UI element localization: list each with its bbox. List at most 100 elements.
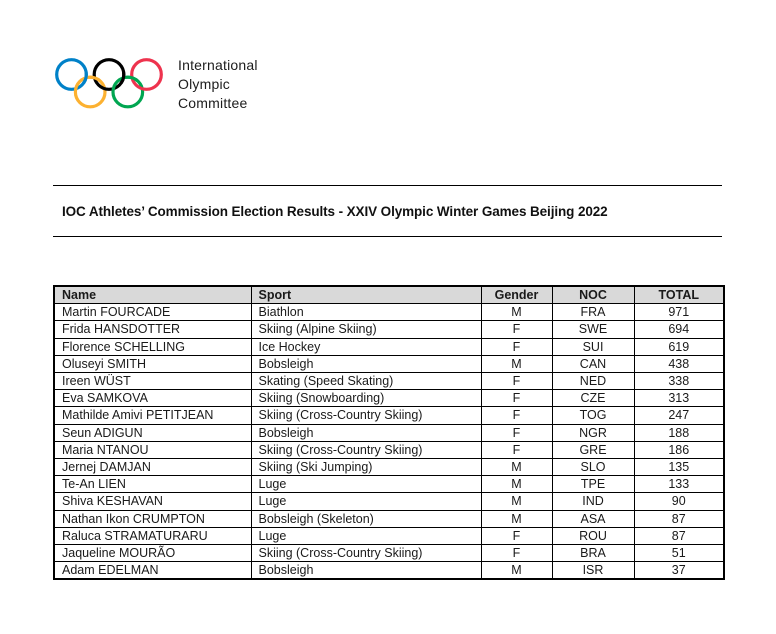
cell-total: 694	[633, 320, 725, 339]
cell-total: 37	[633, 561, 725, 580]
ring-yellow	[73, 75, 107, 109]
ring-blue-overlap	[82, 71, 88, 85]
cell-total: 247	[633, 406, 725, 425]
results-table: Name Sport Gender NOC TOTAL Martin FOURC…	[53, 285, 725, 581]
cell-noc: NED	[551, 372, 635, 391]
cell-gender: F	[480, 372, 553, 391]
ring-green	[111, 75, 145, 109]
cell-gender: F	[480, 337, 553, 356]
cell-name: Shiva KESHAVAN	[53, 492, 252, 511]
cell-noc: BRA	[551, 544, 635, 563]
table-row: Frida HANSDOTTER Skiing (Alpine Skiing) F S…	[53, 320, 725, 339]
cell-sport: Bobsleigh	[250, 423, 482, 442]
cell-gender: F	[480, 320, 553, 339]
cell-gender: M	[480, 354, 553, 374]
logo-org-line: International	[178, 57, 258, 73]
logo-org-name: International Olympic Committee	[178, 56, 258, 113]
cell-noc: SWE	[551, 320, 635, 339]
cell-sport: Skiing (Cross-Country Skiing)	[250, 544, 482, 563]
table-row: Jernej DAMJAN Skiing (Ski Jumping) M SLO 135	[53, 458, 725, 477]
ring-yellow-overlap	[88, 75, 101, 82]
table-header-row: Name Sport Gender NOC TOTAL	[53, 285, 725, 305]
cell-sport: Ice Hockey	[250, 337, 482, 356]
cell-noc: NGR	[551, 423, 635, 442]
column-header-gender: Gender	[480, 285, 553, 305]
ioc-logo	[54, 57, 167, 118]
column-header-total: TOTAL	[633, 285, 725, 305]
cell-name: Seun ADIGUN	[53, 423, 252, 442]
cell-gender: F	[480, 440, 553, 460]
title-section: IOC Athletes’ Commission Election Result…	[53, 185, 722, 237]
ring-black-overlap	[119, 71, 126, 85]
cell-sport: Luge	[250, 492, 482, 511]
cell-gender: M	[480, 475, 553, 494]
cell-total: 133	[633, 475, 725, 494]
cell-gender: F	[480, 544, 553, 563]
cell-name: Oluseyi SMITH	[53, 354, 252, 374]
cell-noc: SLO	[551, 458, 635, 477]
cell-sport: Bobsleigh	[250, 354, 482, 374]
cell-total: 87	[633, 526, 725, 546]
cell-noc: ROU	[551, 526, 635, 546]
cell-total: 188	[633, 423, 725, 442]
cell-gender: M	[480, 561, 553, 580]
table-row: Eva SAMKOVA Skiing (Snowboarding) F CZE 313	[53, 389, 725, 408]
cell-total: 87	[633, 509, 725, 528]
cell-total: 338	[633, 372, 725, 391]
ring-blue	[55, 58, 88, 91]
cell-name: Ireen WÜST	[53, 372, 252, 391]
column-header-name: Name	[53, 285, 252, 305]
cell-name: Te-An LIEN	[53, 475, 252, 494]
cell-noc: FRA	[551, 303, 635, 322]
cell-noc: SUI	[551, 337, 635, 356]
cell-noc: ISR	[551, 561, 635, 580]
cell-noc: GRE	[551, 440, 635, 460]
cell-noc: CZE	[551, 389, 635, 408]
ring-black	[92, 58, 126, 91]
cell-name: Mathilde Amivi PETITJEAN	[53, 406, 252, 425]
table-row: Adam EDELMAN Bobsleigh M ISR 37	[53, 561, 725, 580]
cell-sport: Bobsleigh (Skeleton)	[250, 509, 482, 528]
cell-total: 971	[633, 303, 725, 322]
table-row: Nathan Ikon CRUMPTON Bobsleigh (Skeleton)…	[53, 509, 725, 528]
cell-total: 135	[633, 458, 725, 477]
cell-total: 438	[633, 354, 725, 374]
cell-gender: M	[480, 509, 553, 528]
cell-name: Jernej DAMJAN	[53, 458, 252, 477]
cell-noc: ASA	[551, 509, 635, 528]
cell-sport: Skiing (Cross-Country Skiing)	[250, 406, 482, 425]
cell-gender: F	[480, 526, 553, 546]
cell-name: Jaqueline MOURÃO	[53, 544, 252, 563]
cell-sport: Biathlon	[250, 303, 482, 322]
ring-green-overlap	[126, 75, 139, 82]
cell-total: 313	[633, 389, 725, 408]
cell-name: Nathan Ikon CRUMPTON	[53, 509, 252, 528]
cell-sport: Luge	[250, 475, 482, 494]
cell-name: Adam EDELMAN	[53, 561, 252, 580]
logo-org-line: Olympic	[178, 76, 230, 92]
table-row: Raluca STRAMATURARU Luge F ROU 87	[53, 526, 725, 546]
cell-name: Raluca STRAMATURARU	[53, 526, 252, 546]
document-title: IOC Athletes’ Commission Election Result…	[62, 203, 608, 219]
cell-sport: Skiing (Snowboarding)	[250, 389, 482, 408]
cell-gender: F	[480, 406, 553, 425]
table-row: Maria NTANOU Skiing (Cross-Country Skiing…	[53, 440, 725, 460]
cell-noc: CAN	[551, 354, 635, 374]
cell-name: Martin FOURCADE	[53, 303, 252, 322]
cell-sport: Skiing (Ski Jumping)	[250, 458, 482, 477]
table-row: Florence SCHELLING Ice Hockey F SUI 619	[53, 337, 725, 356]
cell-gender: M	[480, 492, 553, 511]
cell-name: Maria NTANOU	[53, 440, 252, 460]
cell-total: 90	[633, 492, 725, 511]
cell-noc: TPE	[551, 475, 635, 494]
cell-name: Frida HANSDOTTER	[53, 320, 252, 339]
cell-name: Eva SAMKOVA	[53, 389, 252, 408]
table-row: Martin FOURCADE Biathlon M FRA 971	[53, 303, 725, 322]
table-row: Ireen WÜST Skating (Speed Skating) F NED 338	[53, 372, 725, 391]
table-row: Mathilde Amivi PETITJEAN Skiing (Cross-Co…	[53, 406, 725, 425]
cell-sport: Skiing (Cross-Country Skiing)	[250, 440, 482, 460]
ring-red	[130, 58, 163, 91]
olympic-rings-icon	[55, 58, 163, 109]
cell-gender: F	[480, 389, 553, 408]
cell-noc: TOG	[551, 406, 635, 425]
